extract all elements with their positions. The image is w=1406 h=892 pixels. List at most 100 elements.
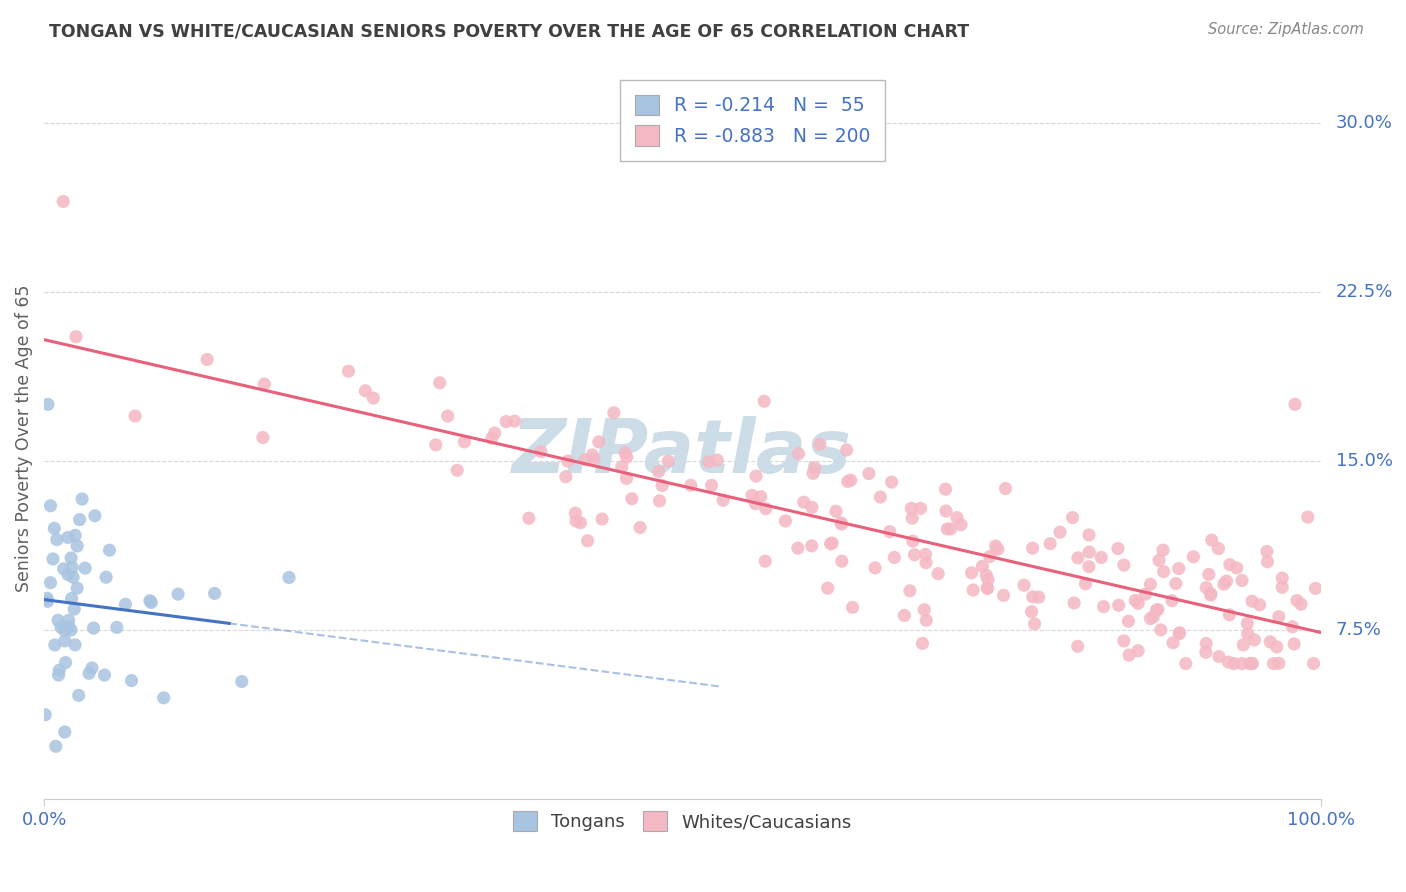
Point xyxy=(793,495,815,509)
Point xyxy=(576,533,599,548)
Y-axis label: Seniors Poverty Over the Age of 65: Seniors Poverty Over the Age of 65 xyxy=(15,285,32,592)
Point xyxy=(67,689,90,703)
Point xyxy=(77,666,100,681)
Point xyxy=(949,517,972,532)
Point xyxy=(800,500,823,515)
Point xyxy=(935,504,957,518)
Point xyxy=(786,541,808,555)
Point xyxy=(976,582,998,596)
Point xyxy=(1208,541,1230,556)
Point xyxy=(121,673,143,688)
Point xyxy=(610,459,633,474)
Point xyxy=(252,430,274,444)
Point xyxy=(755,501,778,516)
Text: ZIPatlas: ZIPatlas xyxy=(512,416,852,489)
Point xyxy=(1123,593,1146,607)
Point xyxy=(60,551,83,566)
Point xyxy=(628,520,651,534)
Point xyxy=(994,482,1017,496)
Point xyxy=(44,638,66,652)
Point xyxy=(679,478,702,492)
Point xyxy=(614,446,637,460)
Point xyxy=(817,581,839,595)
Point xyxy=(48,668,70,682)
Point xyxy=(1078,528,1101,542)
Point xyxy=(69,513,91,527)
Point xyxy=(993,588,1015,602)
Point xyxy=(1021,590,1043,604)
Point xyxy=(84,508,107,523)
Point xyxy=(1256,544,1278,558)
Point xyxy=(436,409,458,423)
Point xyxy=(1226,561,1249,575)
Point xyxy=(903,548,925,562)
Point xyxy=(58,614,80,628)
Point xyxy=(53,624,76,638)
Point xyxy=(1090,550,1112,565)
Point xyxy=(59,623,82,637)
Point xyxy=(42,552,65,566)
Point xyxy=(647,465,669,479)
Point xyxy=(1268,657,1291,671)
Point xyxy=(37,591,59,606)
Point xyxy=(911,636,934,650)
Point xyxy=(557,454,579,468)
Point xyxy=(1195,645,1218,659)
Point xyxy=(582,451,605,466)
Point xyxy=(52,194,75,209)
Point xyxy=(1049,525,1071,540)
Point xyxy=(1218,607,1240,622)
Point xyxy=(1146,603,1168,617)
Point xyxy=(787,447,810,461)
Point xyxy=(1062,510,1084,524)
Point xyxy=(754,394,776,409)
Point xyxy=(915,613,938,627)
Point xyxy=(429,376,451,390)
Point xyxy=(1012,578,1035,592)
Point xyxy=(620,491,643,506)
Point xyxy=(1167,561,1189,575)
Point xyxy=(1219,558,1241,572)
Point xyxy=(94,570,117,584)
Text: Source: ZipAtlas.com: Source: ZipAtlas.com xyxy=(1208,22,1364,37)
Point xyxy=(141,595,163,609)
Point xyxy=(530,444,553,458)
Point xyxy=(1213,577,1236,591)
Point xyxy=(44,521,66,535)
Point xyxy=(839,473,862,487)
Point xyxy=(56,567,79,582)
Point xyxy=(37,397,59,411)
Point xyxy=(139,593,162,607)
Point xyxy=(1147,602,1170,616)
Point xyxy=(1067,550,1090,565)
Point xyxy=(39,575,62,590)
Point xyxy=(63,638,86,652)
Point xyxy=(517,511,540,525)
Point xyxy=(706,453,728,467)
Point xyxy=(1168,625,1191,640)
Point xyxy=(152,690,174,705)
Point xyxy=(657,454,679,468)
Point xyxy=(484,425,506,440)
Point xyxy=(858,467,880,481)
Point xyxy=(914,548,936,562)
Point xyxy=(1021,541,1043,556)
Point xyxy=(425,438,447,452)
Point xyxy=(1182,549,1205,564)
Point xyxy=(821,536,844,550)
Point xyxy=(616,450,638,464)
Point xyxy=(972,559,994,574)
Point xyxy=(60,591,83,606)
Point xyxy=(841,600,863,615)
Point xyxy=(651,478,673,492)
Point xyxy=(893,608,915,623)
Point xyxy=(503,414,526,428)
Point xyxy=(1271,580,1294,594)
Point xyxy=(1302,657,1324,671)
Point xyxy=(48,663,70,677)
Point xyxy=(53,634,76,648)
Point xyxy=(1236,616,1258,631)
Point xyxy=(977,573,1000,587)
Point xyxy=(1239,657,1261,671)
Point xyxy=(1232,638,1254,652)
